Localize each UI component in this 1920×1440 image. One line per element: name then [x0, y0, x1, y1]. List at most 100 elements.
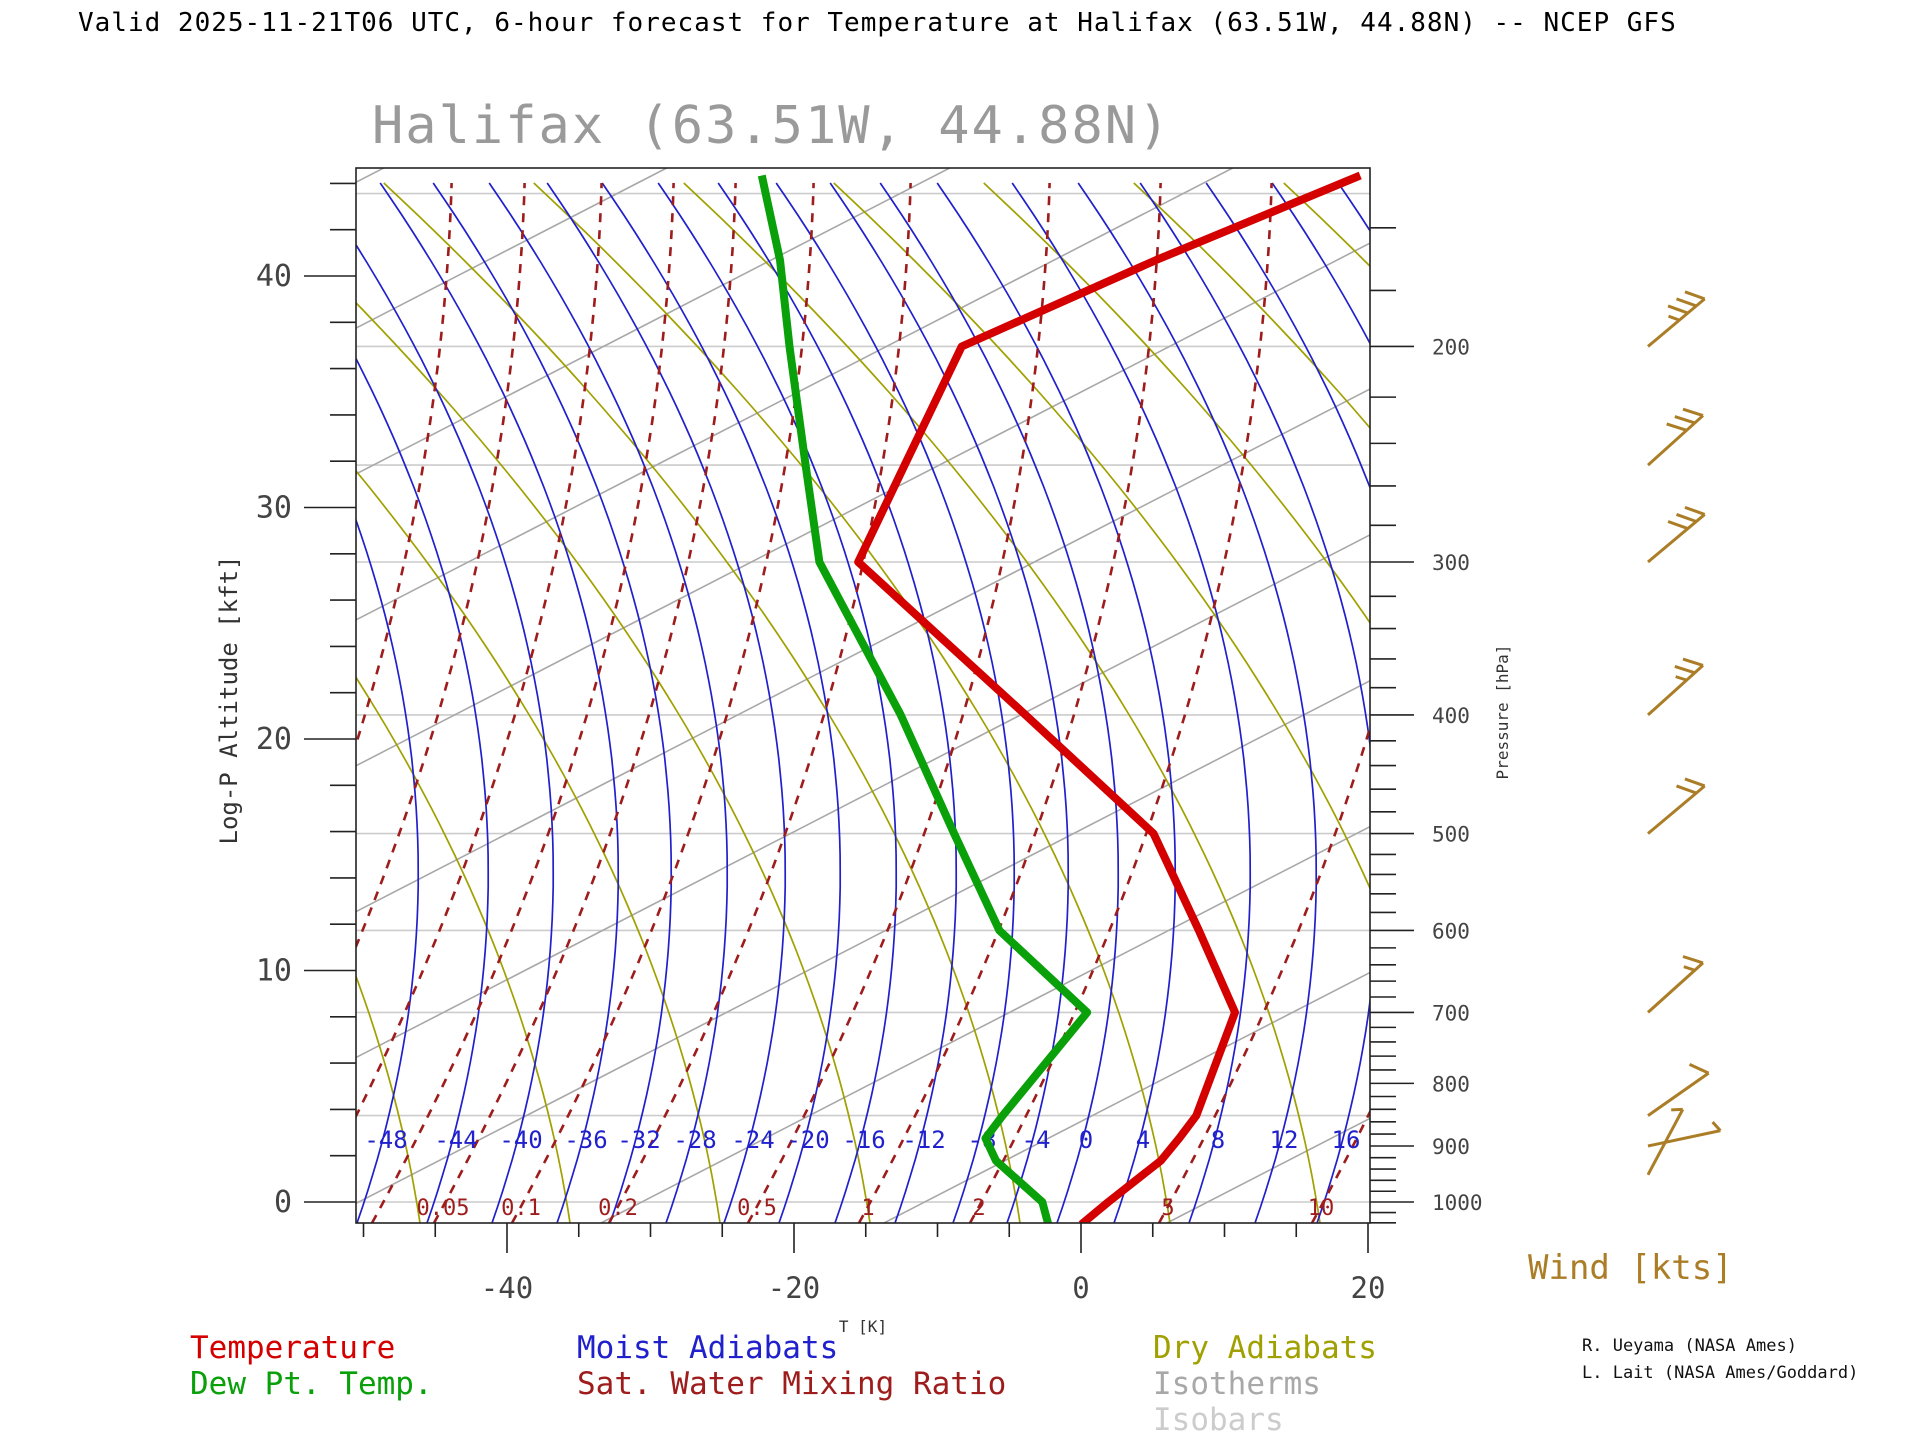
pressure-tick-label: 500 [1432, 823, 1470, 847]
right-axis-title: Pressure [hPa] [1493, 645, 1512, 780]
moist-adiabat-line [717, 182, 958, 1223]
mixing-ratio-value-label: 2 [972, 1196, 985, 1221]
mixing-ratio-line [356, 182, 453, 749]
wind-barb [1647, 1121, 1722, 1148]
moist-adiabat-line [488, 182, 729, 1223]
dry-adiabat-line [833, 182, 1370, 891]
mixing-ratio-value-label: 0.5 [737, 1196, 777, 1221]
legend-item-temperature: Temperature [190, 1330, 396, 1366]
moist-adiabat-line [432, 182, 673, 1223]
moist-adiabat-value-label: 4 [1136, 1126, 1150, 1154]
mixing-ratio-line [607, 182, 912, 1223]
mixing-ratio-line [857, 182, 1162, 1223]
dry-adiabat-line [1584, 183, 1920, 1223]
moist-adiabat-line [1271, 182, 1370, 346]
moist-adiabat-line [1139, 182, 1370, 1223]
plot-frame [355, 167, 1371, 1224]
isotherm-line [356, 168, 1234, 621]
moist-adiabat-line [657, 182, 898, 1223]
mixing-ratio-value-label: 5 [1161, 1196, 1174, 1221]
dewpoint-profile [757, 174, 1092, 1223]
moist-adiabat-value-label: -20 [786, 1126, 829, 1154]
dry-adiabat-line [1884, 183, 1920, 1223]
moist-adiabat-line [1668, 183, 1906, 1223]
mixing-ratio-line [746, 182, 1051, 1223]
moist-adiabat-line [1205, 182, 1370, 490]
moist-adiabat-line [1800, 183, 1920, 1223]
moist-adiabat-value-label: -36 [564, 1126, 607, 1154]
legend-item-sat-water-mixing-ratio: Sat. Water Mixing Ratio [577, 1366, 1007, 1402]
wind-barb [1647, 290, 1706, 348]
isotherm-line [356, 388, 1370, 913]
legend-item-isobars: Isobars [1153, 1402, 1284, 1438]
mixing-ratio-value-label: 10 [1308, 1196, 1335, 1221]
wind-barb [1647, 1063, 1710, 1117]
moist-adiabat-value-label: -4 [1022, 1126, 1051, 1154]
moist-adiabat-value-label: -32 [617, 1126, 660, 1154]
pressure-tick-label: 600 [1432, 919, 1470, 943]
moist-adiabat-line [1077, 182, 1318, 1223]
temperature-profile [854, 171, 1362, 1223]
moist-adiabat-value-label: -48 [364, 1126, 407, 1154]
kft-tick-label: 10 [256, 954, 292, 989]
moist-adiabat-line [1011, 182, 1252, 1223]
moist-adiabat-value-label: 16 [1332, 1126, 1361, 1154]
t-tick-label: -40 [481, 1271, 533, 1305]
mixing-ratio-line [432, 182, 737, 1223]
isotherm-line [356, 242, 1370, 767]
dry-adiabat-line [356, 675, 571, 1223]
isotherm-line [356, 168, 951, 475]
isotherm-line [356, 168, 385, 184]
kft-tick-label: 0 [274, 1185, 292, 1220]
isotherm-line [356, 168, 668, 330]
t-tick-label: -20 [768, 1271, 820, 1305]
moist-adiabat-line [356, 517, 420, 1223]
pressure-tick-label: 800 [1432, 1072, 1470, 1096]
isotherm-line [356, 679, 1370, 1205]
moist-adiabat-line [356, 356, 490, 1223]
credit-line: L. Lait (NASA Ames/Goddard) [1582, 1363, 1859, 1383]
chart-title: Halifax (63.51W, 44.88N) [372, 96, 1172, 156]
moist-adiabat-value-label: 12 [1270, 1126, 1299, 1154]
mixing-ratio-line [370, 182, 675, 1223]
isotherm-line [600, 825, 1370, 1223]
isotherm-line [356, 533, 1370, 1059]
moist-adiabat-value-label: 0 [1079, 1126, 1093, 1154]
pressure-tick-label: 700 [1432, 1001, 1470, 1025]
dry-adiabat-line [533, 182, 1171, 1223]
legend-item-isotherms: Isotherms [1153, 1366, 1321, 1402]
moist-adiabat-line [879, 182, 1120, 1223]
moist-adiabat-line [1734, 183, 1920, 1223]
dry-adiabat-line [356, 974, 421, 1223]
pressure-tick-label: 900 [1432, 1135, 1470, 1159]
wind-units-label: Wind [kts] [1528, 1248, 1733, 1288]
moist-adiabat-value-label: -44 [434, 1126, 477, 1154]
pressure-tick-label: 200 [1432, 335, 1470, 359]
pressure-tick-label: 400 [1432, 704, 1470, 728]
kft-tick-label: 30 [256, 491, 292, 526]
moist-adiabat-value-label: -40 [499, 1126, 542, 1154]
mixing-ratio-value-label: 0.2 [598, 1196, 638, 1221]
left-axis-title: Log-P Altitude [kft] [215, 556, 243, 845]
wind-barb [1646, 955, 1704, 1014]
moist-adiabat-value-label: -28 [673, 1126, 716, 1154]
mixing-ratio-line [356, 182, 526, 950]
credit-line: R. Ueyama (NASA Ames) [1582, 1336, 1797, 1356]
dry-adiabat-line [356, 301, 871, 1223]
mixing-ratio-value-label: 0.05 [417, 1196, 470, 1221]
t-tick-label: 20 [1351, 1271, 1386, 1305]
pressure-tick-label: 1000 [1432, 1191, 1483, 1215]
bottom-axis-title: T [K] [839, 1317, 887, 1336]
moist-adiabat-value-label: -16 [842, 1126, 885, 1154]
wind-barb [1647, 777, 1706, 835]
moist-adiabat-line [1602, 183, 1840, 1223]
moist-adiabat-line [356, 243, 555, 1223]
dry-adiabat-line [356, 469, 721, 1223]
moist-adiabat-value-label: -12 [902, 1126, 945, 1154]
moist-adiabat-value-label: -24 [731, 1126, 774, 1154]
plot-area: -48 -44 -40 -36 -32 -28 -24 -20 -16 -12 -8 -4 0 4 8 12 1… [356, 168, 1920, 1223]
moist-adiabat-line [775, 182, 1016, 1223]
mixing-ratio-value-label: 1 [861, 1196, 874, 1221]
